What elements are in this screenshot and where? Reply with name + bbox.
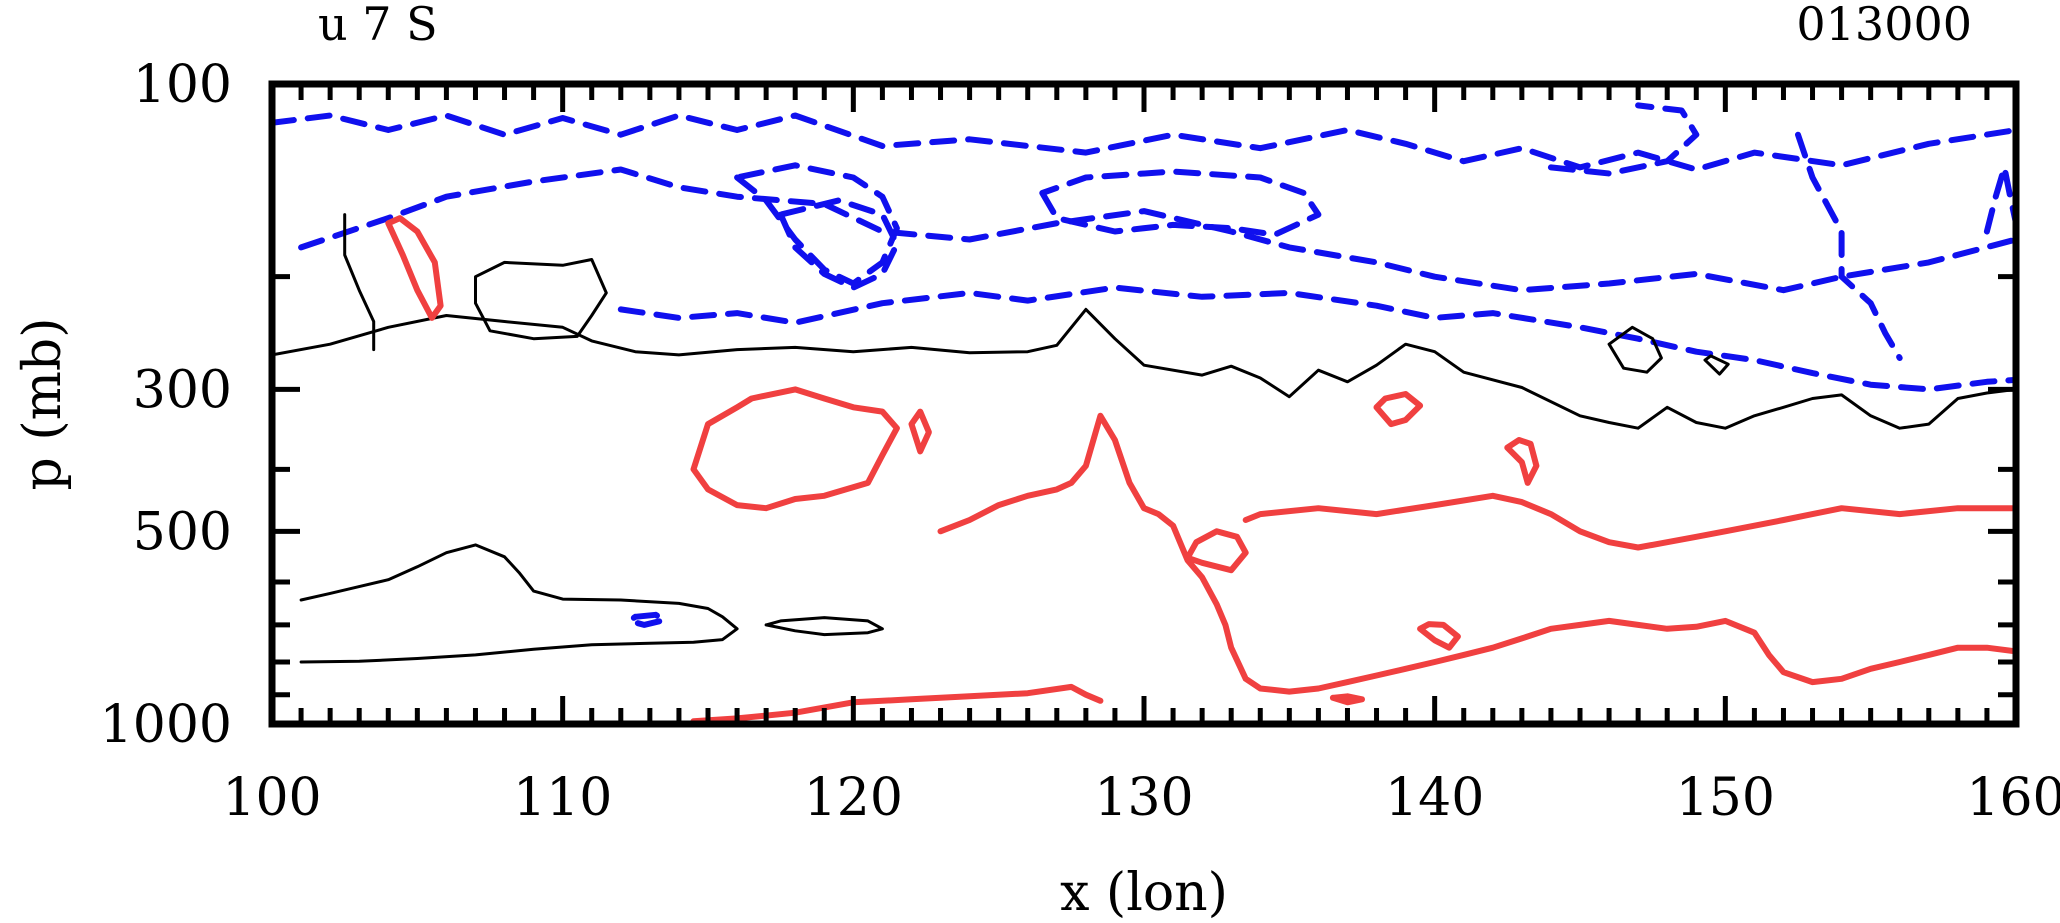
zero-contour-1	[343, 213, 376, 352]
x-tick-label: 140	[1385, 768, 1484, 828]
x-tick-label: 150	[1676, 768, 1775, 828]
minor-ticks	[269, 81, 2019, 727]
negative-contour-7	[1795, 131, 1903, 361]
negative-contour-6	[1547, 102, 1700, 177]
positive-contour-3	[690, 683, 1104, 724]
zero-contour-0	[272, 307, 2016, 430]
positive-contour-1	[690, 386, 900, 512]
positive-contour-5	[1242, 492, 2016, 551]
zero-contour-6	[1703, 354, 1730, 376]
x-axis-title: x (lon)	[1060, 863, 1228, 923]
y-tick-label: 500	[133, 502, 232, 562]
zero-contour-5	[1607, 325, 1663, 374]
y-tick-label: 100	[133, 55, 232, 115]
positive-contour-2	[908, 408, 932, 455]
negative-contour-3	[777, 197, 900, 291]
negative-contour-8	[1983, 164, 2016, 235]
negative-contours	[272, 102, 2016, 628]
x-tick-label: 120	[804, 768, 903, 828]
positive-contour-9	[1417, 621, 1461, 651]
negative-contour-5	[1039, 168, 1322, 238]
x-tick-label: 160	[1966, 768, 2060, 828]
positive-contour-0	[385, 215, 444, 321]
y-tick-labels: 100 300 500 1000	[100, 55, 232, 755]
positive-contour-4	[937, 412, 2016, 695]
zero-contour-3	[299, 543, 739, 664]
y-tick-label: 1000	[100, 695, 232, 755]
x-tick-label: 110	[513, 768, 612, 828]
zero-contour-2	[474, 258, 608, 341]
x-tick-labels: 100 110 120 130 140 150 160	[222, 768, 2060, 828]
x-tick-label: 130	[1094, 768, 1193, 828]
plot-frame	[268, 80, 2020, 728]
y-tick-label: 300	[133, 360, 232, 420]
positive-contours	[385, 215, 2016, 724]
zero-contours	[272, 213, 2016, 664]
negative-contour-9	[626, 611, 668, 628]
positive-contour-7	[1373, 391, 1424, 428]
positive-contour-8	[1504, 437, 1540, 486]
y-axis-title: p (mb)	[13, 318, 73, 491]
negative-contour-4	[617, 284, 2016, 393]
positive-contour-6	[1184, 528, 1249, 574]
title-right: 013000	[1796, 0, 1972, 51]
negative-contour-0	[272, 112, 2016, 173]
positive-contour-10	[1329, 693, 1365, 706]
negative-contour-1	[298, 166, 2016, 294]
title-left: u 7 S	[318, 0, 438, 51]
zero-contour-4	[764, 616, 884, 637]
x-tick-label: 100	[222, 768, 321, 828]
